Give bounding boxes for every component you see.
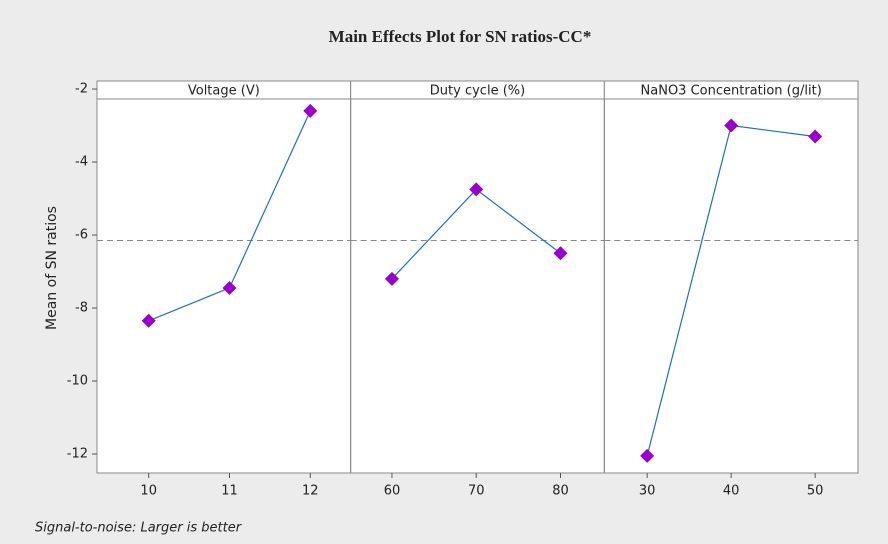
marker: [553, 246, 568, 261]
x-tick-label: 70: [468, 484, 485, 499]
x-tick-label: 50: [807, 484, 824, 499]
plot-area: [97, 81, 858, 473]
marker: [384, 271, 399, 286]
y-tick-label: -2: [75, 82, 88, 97]
marker: [640, 448, 655, 463]
x-tick-label: 30: [639, 484, 656, 499]
chart-title: Main Effects Plot for SN ratios-CC*: [329, 27, 592, 46]
x-tick-label: 80: [552, 484, 569, 499]
panel-title: Voltage (V): [188, 84, 260, 99]
y-tick-label: -8: [75, 301, 88, 316]
y-tick-label: -4: [75, 155, 88, 170]
panel-title: NaNO3 Concentration (g/lit): [641, 84, 822, 99]
marker: [303, 103, 318, 118]
marker: [724, 118, 739, 133]
marker: [141, 313, 156, 328]
marker: [469, 182, 484, 197]
x-tick-label: 11: [221, 484, 238, 499]
footnote: Signal-to-noise: Larger is better: [35, 521, 243, 536]
y-axis-label: Mean of SN ratios: [44, 206, 60, 330]
panel-title: Duty cycle (%): [430, 84, 525, 99]
y-tick-label: -10: [67, 374, 88, 389]
y-tick-label: -12: [67, 447, 88, 462]
marker: [808, 129, 823, 144]
x-tick-label: 60: [384, 484, 401, 499]
y-tick-label: -6: [75, 228, 88, 243]
marker: [222, 280, 237, 295]
x-tick-label: 40: [723, 484, 740, 499]
x-tick-label: 10: [140, 484, 157, 499]
x-tick-label: 12: [302, 484, 319, 499]
